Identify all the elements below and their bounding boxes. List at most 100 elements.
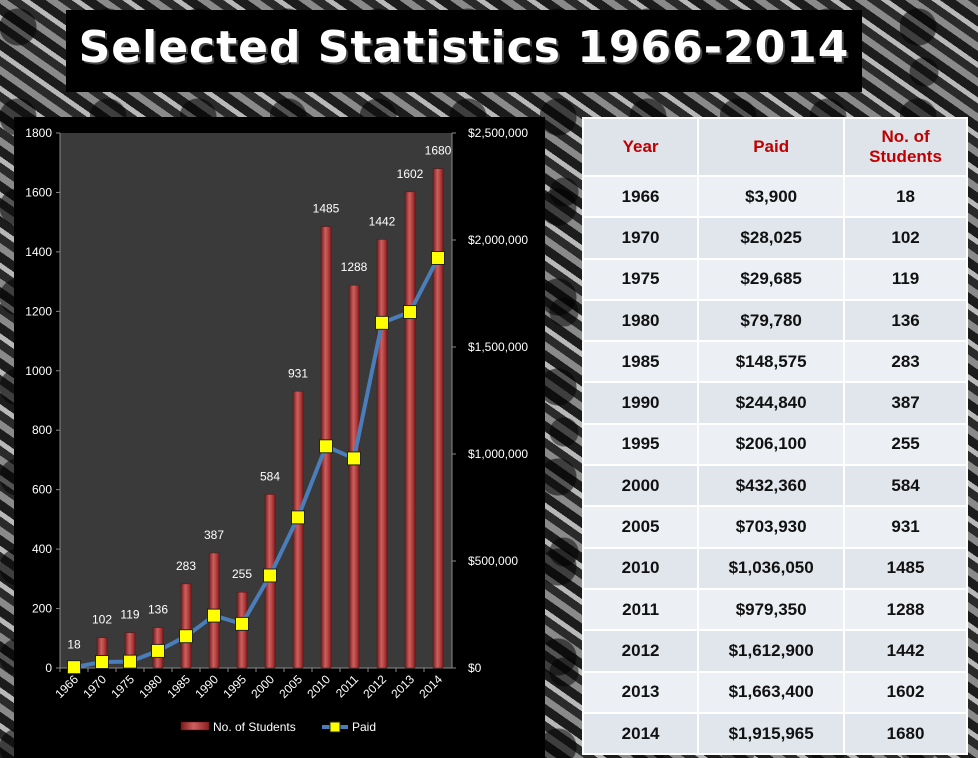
y-left-tick-label: 1400 [25,245,52,259]
plot-area [60,133,452,668]
bar-data-label: 18 [67,638,81,652]
table-row: 1970 $28,025 102 [581,216,968,260]
x-tick-label: 2005 [276,672,305,701]
table-cell-year: 2005 [581,505,700,549]
bar-data-label: 102 [92,613,112,627]
x-tick-label: 2013 [388,672,417,701]
stats-table: Year Paid No. of Students 1966 $3,900 18 19… [581,117,968,756]
paid-marker [67,660,81,675]
table-row: 2005 $703,930 931 [581,505,968,549]
table-cell-year: 2011 [581,587,700,632]
y-left-tick-label: 200 [32,602,52,616]
table-cell-year: 2013 [581,670,700,714]
table-row: 2010 $1,036,050 1485 [581,546,968,590]
table-cell-students: 283 [843,340,968,384]
paid-marker [291,510,305,525]
table-cell-students: 931 [843,505,968,549]
bar-data-label: 136 [148,603,168,617]
legend-students-swatch [180,721,210,731]
paid-marker [235,616,249,631]
table-body: 1966 $3,900 18 1970 $28,025 102 1975 $29,685 119… [581,174,968,756]
table-cell-paid: $148,575 [697,340,846,384]
table-cell-year: 1980 [581,298,700,343]
bar-data-label: 1442 [369,214,396,228]
bar-data-label: 387 [204,528,224,542]
table-row: 2011 $979,350 1288 [581,587,968,632]
paid-marker [375,315,389,330]
table-cell-students: 102 [843,216,968,260]
table-row: 2012 $1,612,900 1442 [581,629,968,673]
table-cell-paid: $3,900 [697,174,846,219]
chart-panel: 0 200 400 600 800 1000 1200 1400 1600 1800 $0 $500,… [14,117,545,758]
table-cell-year: 1985 [581,340,700,384]
legend-students-label: No. of Students [213,720,296,734]
table-cell-students: 1485 [843,546,968,590]
header-paid: Paid [697,117,846,177]
table-row: 1975 $29,685 119 [581,257,968,301]
table-cell-paid: $206,100 [697,422,846,467]
bar-students [404,191,416,669]
y-left-tick-label: 1600 [25,185,52,199]
table-cell-year: 2012 [581,629,700,673]
bar-data-label: 1485 [313,202,340,216]
x-tick-label: 1990 [192,672,221,701]
table-cell-year: 1995 [581,422,700,467]
bar-data-label: 1680 [425,144,452,158]
bar-students [292,391,304,669]
x-tick-label: 2000 [248,672,277,701]
bar-students [180,583,192,669]
table-row: 1980 $79,780 136 [581,298,968,343]
x-tick-label: 1995 [220,672,249,701]
y-right-tick-label: $1,500,000 [468,340,528,354]
table-cell-students: 136 [843,298,968,343]
paid-marker [403,305,417,320]
table-cell-year: 1966 [581,174,700,219]
table-cell-paid: $29,685 [697,257,846,301]
table-cell-students: 584 [843,464,968,508]
y-right-tick-label: $500,000 [468,554,518,568]
table-cell-year: 1970 [581,216,700,260]
table-cell-year: 2000 [581,464,700,508]
table-cell-year: 1990 [581,381,700,425]
bar-data-label: 119 [120,608,139,622]
table-cell-year: 1975 [581,257,700,301]
table-cell-students: 387 [843,381,968,425]
header-students: No. of Students [843,117,968,177]
table-row: 2014 $1,915,965 1680 [581,711,968,756]
bar-data-label: 584 [260,469,280,483]
table-cell-students: 1288 [843,587,968,632]
paid-marker [431,250,445,265]
paid-marker [123,654,137,669]
x-tick-label: 2014 [416,672,445,701]
table-cell-year: 2014 [581,711,700,756]
paid-marker [179,629,193,644]
table-cell-students: 18 [843,174,968,219]
table-cell-paid: $1,036,050 [697,546,846,590]
table-cell-paid: $703,930 [697,505,846,549]
table-row: 2013 $1,663,400 1602 [581,670,968,714]
bar-data-label: 1288 [341,260,368,274]
table-cell-students: 1442 [843,629,968,673]
x-tick-label: 1980 [136,672,165,701]
table-row: 1966 $3,900 18 [581,174,968,219]
x-tick-label: 2011 [333,672,361,700]
x-tick-label: 1985 [164,672,193,701]
table-cell-paid: $1,612,900 [697,629,846,673]
table-cell-paid: $244,840 [697,381,846,425]
y-left-tick-label: 0 [45,661,52,675]
table-row: 1985 $148,575 283 [581,340,968,384]
legend-paid-marker [329,721,341,733]
y-left-tick-label: 1200 [25,304,52,318]
x-tick-label: 1970 [80,672,109,701]
table-cell-paid: $79,780 [697,298,846,343]
x-tick-label: 2010 [304,672,333,701]
bar-data-label: 931 [288,366,308,380]
x-tick-label: 1966 [52,672,81,701]
y-left-tick-label: 1000 [25,364,52,378]
paid-marker [207,608,221,623]
table-cell-students: 255 [843,422,968,467]
table-cell-year: 2010 [581,546,700,590]
paid-marker [319,439,333,454]
paid-marker [95,655,109,670]
y-right-tick-label: $1,000,000 [468,447,528,461]
